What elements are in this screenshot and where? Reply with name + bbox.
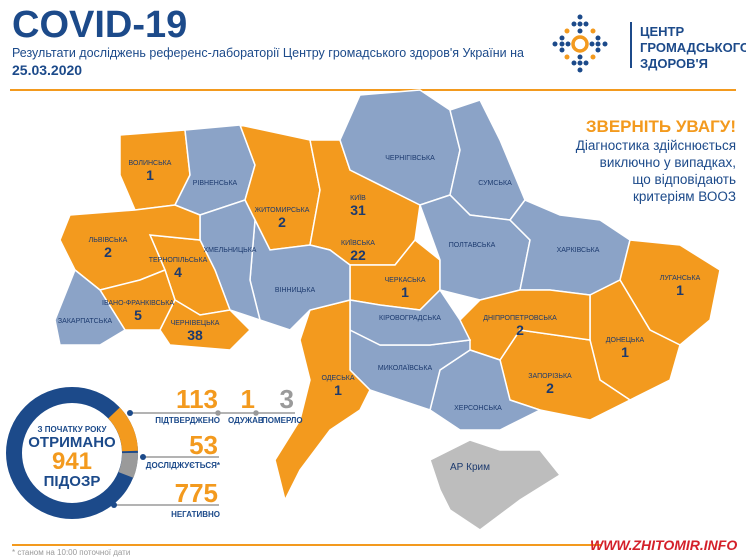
region-label: ДНІПРОПЕТРОВСЬКА	[483, 315, 557, 322]
notice-line: виключно у випадках,	[599, 155, 736, 170]
org-name-line2: ГРОМАДСЬКОГО	[640, 40, 746, 55]
region-label: ХАРКІВСЬКА	[557, 247, 600, 254]
received-label: ОТРИМАНО	[28, 434, 116, 451]
region-label: КИЇВ	[350, 194, 366, 202]
region-label: ОДЕСЬКА	[321, 375, 354, 382]
region-count: 1	[146, 167, 154, 183]
recovered-count: 1	[240, 384, 255, 414]
suspects-donut	[6, 387, 138, 519]
region-23-shape	[159, 298, 252, 351]
region-count: 1	[334, 382, 342, 398]
region-16-shape	[349, 288, 472, 346]
region-label: ВІННИЦЬКА	[275, 287, 316, 294]
died-label: ПОМЕРЛО	[262, 416, 303, 425]
region-count: 31	[350, 202, 366, 218]
total-suspects: 941	[51, 448, 93, 475]
page-title: COVID-19	[12, 4, 188, 46]
region-count: 2	[104, 244, 112, 260]
region-count: 2	[516, 322, 524, 338]
notice-line: Діагностика здійснюється	[575, 138, 736, 153]
testing-label: ДОСЛІДЖУЄТЬСЯ*	[145, 461, 220, 470]
since-label: З ПОЧАТКУ РОКУ	[37, 425, 107, 434]
testing-segment	[118, 452, 138, 478]
region-7-shape	[449, 99, 526, 221]
notice-line: критеріям ВООЗ	[632, 189, 736, 204]
region-label: АР Крим	[450, 462, 490, 473]
died-count: 3	[279, 384, 294, 414]
region-label: МИКОЛАЇВСЬКА	[378, 364, 433, 372]
region-label: РІВНЕНСЬКА	[193, 180, 238, 187]
region-label: ЖИТОМИРСЬКА	[255, 207, 310, 214]
region-label: ХЕРСОНСЬКА	[454, 405, 502, 412]
region-label: ЗАКАРПАТСЬКА	[58, 318, 112, 325]
region-count: 2	[278, 214, 286, 230]
region-label: КІРОВОГРАДСЬКА	[379, 315, 441, 322]
negative-segment	[6, 387, 138, 519]
negative-label: НЕГАТИВНО	[171, 510, 220, 519]
region-label: ЧЕРНІГІВСЬКА	[385, 155, 435, 162]
region-count: 22	[350, 247, 366, 263]
confirmed-count: 113	[176, 384, 218, 414]
region-count: 1	[401, 284, 409, 300]
region-count: 5	[134, 307, 142, 323]
negative-count: 775	[174, 478, 218, 508]
region-label: ЧЕРНІВЕЦЬКА	[171, 320, 220, 327]
region-label: ЛЬВІВСЬКА	[89, 237, 128, 244]
notice-title: ЗВЕРНІТЬ УВАГУ!	[585, 117, 736, 136]
org-name-line3: ЗДОРОВ'Я	[640, 56, 708, 71]
watermark: WWW.ZHITOMIR.INFO	[590, 537, 738, 553]
region-label: ВОЛИНСЬКА	[129, 160, 172, 167]
recovered-label: ОДУЖАВ	[228, 416, 264, 425]
region-label: СУМСЬКА	[478, 180, 512, 187]
summary-lines	[111, 410, 295, 508]
suspected-label: ПІДОЗР	[43, 473, 101, 490]
region-label: ЧЕРКАСЬКА	[385, 277, 426, 284]
report-date: 25.03.2020	[12, 62, 83, 78]
footnote: * станом на 10:00 поточної дати	[12, 548, 131, 557]
region-label: ЗАПОРІЗЬКА	[528, 373, 572, 380]
region-label: ХМЕЛЬНИЦЬКА	[204, 247, 257, 254]
region-count: 1	[621, 344, 629, 360]
region-label: ПОЛТАВСЬКА	[449, 242, 496, 249]
region-label: ТЕРНОПІЛЬСЬКА	[149, 257, 208, 264]
notice-line: що відповідають	[632, 172, 736, 187]
region-25-shape	[429, 439, 562, 531]
region-count: 2	[546, 380, 554, 396]
testing-count: 53	[189, 430, 218, 460]
region-count: 1	[676, 282, 684, 298]
confirmed-label: ПІДТВЕРДЖЕНО	[155, 416, 220, 425]
region-count: 38	[187, 327, 203, 343]
header-divider	[10, 89, 736, 91]
org-name-line1: ЦЕНТР	[640, 24, 685, 39]
region-14-shape	[429, 349, 542, 431]
phc-logo-icon	[552, 14, 608, 73]
logo-divider	[630, 22, 632, 68]
footer-divider	[12, 544, 602, 546]
subtitle: Результати досліджень референс-лаборатор…	[12, 46, 524, 60]
region-count: 4	[174, 264, 182, 280]
region-label: ДОНЕЦЬКА	[606, 337, 645, 344]
confirmed-segment	[107, 407, 138, 452]
region-label: ЛУГАНСЬКА	[660, 275, 701, 282]
region-label: ІВАНО-ФРАНКІВСЬКА	[102, 300, 174, 307]
region-17-shape	[274, 299, 371, 503]
region-21-shape	[59, 204, 201, 291]
donut-center: З ПОЧАТКУ РОКУ ОТРИМАНО 941 ПІДОЗР	[20, 425, 124, 490]
notice-text: Діагностика здійснюється виключно у випа…	[536, 137, 736, 205]
region-label: КИЇВСЬКА	[341, 239, 375, 247]
region-24-shape	[54, 268, 127, 346]
